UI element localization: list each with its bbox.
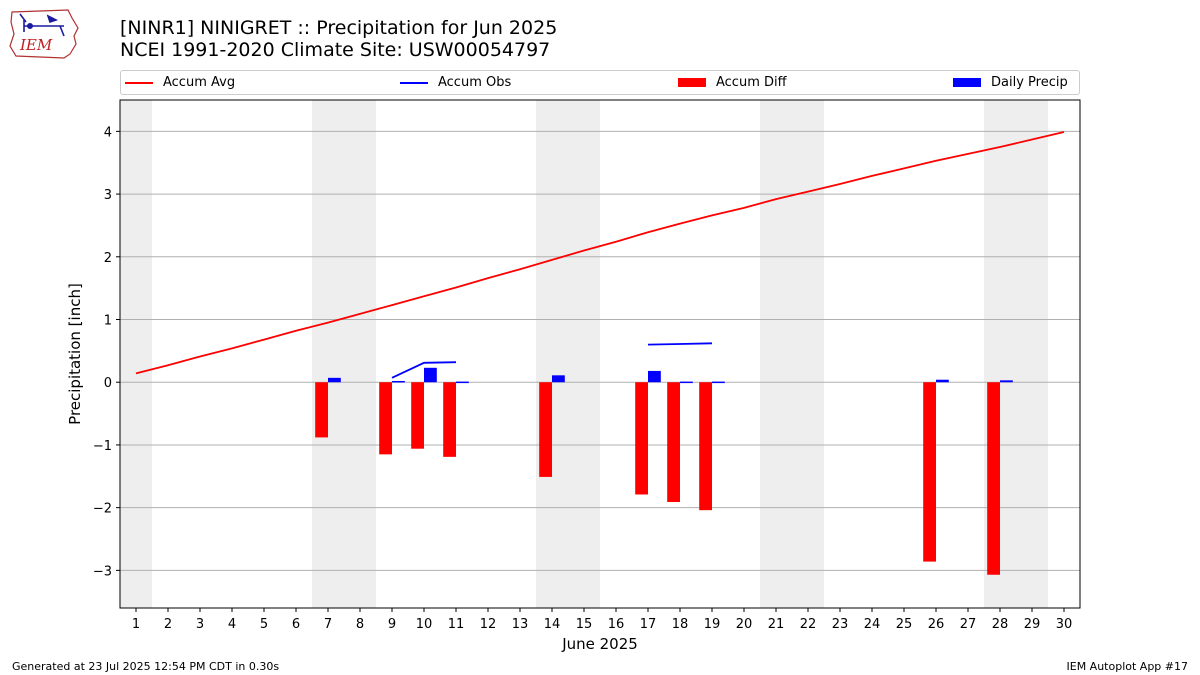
x-tick-label: 13 [512,617,529,632]
x-tick-label: 12 [480,617,497,632]
weekend-band [792,100,824,608]
weekend-band [1016,100,1048,608]
y-tick-label: 1 [104,314,112,329]
legend-swatch-accum-diff [678,78,706,87]
legend-swatch-daily-precip [953,78,981,87]
y-tick-label: 3 [104,188,112,203]
x-axis-label: June 2025 [561,635,638,653]
weekend-band [536,100,568,608]
x-tick-label: 28 [992,617,1009,632]
chart-legend: Accum Avg Accum Obs Accum Diff Daily Pre… [120,70,1080,95]
accum-diff-bar [987,382,1000,575]
y-tick-label: 0 [104,376,112,391]
accum-diff-bar [315,382,328,438]
accum-avg-line [135,131,1065,375]
daily-precip-bar [1000,380,1013,383]
x-tick-label: 3 [196,617,204,632]
x-tick-label: 24 [864,617,881,632]
x-tick-label: 9 [388,617,396,632]
daily-precip-bar [392,380,405,383]
y-tick-label: −3 [93,564,112,579]
x-tick-label: 6 [292,617,300,632]
weekend-band [120,100,152,608]
daily-precip-bar [712,381,725,384]
accum-diff-bar [443,382,456,457]
x-tick-label: 29 [1024,617,1041,632]
x-tick-label: 10 [416,617,433,632]
x-tick-label: 4 [228,617,236,632]
accum-diff-bar [923,382,936,562]
plot-frame [119,99,1081,609]
iowa-outline-icon [9,9,79,59]
x-tick-label: 22 [800,617,817,632]
accum-obs-line [391,361,457,379]
weekend-shading [120,100,1048,608]
x-tick-label: 23 [832,617,849,632]
accum-diff-bar [635,382,648,495]
daily-precip-bar [648,370,661,383]
accum-diff-bar [699,382,712,511]
accum-diff-bar [379,382,392,455]
daily-precip-bar [456,381,469,384]
legend-label-accum-obs: Accum Obs [438,75,512,90]
daily-precip-bar [328,377,341,383]
iem-logo-text: IEM [19,36,53,54]
weekend-band [344,100,376,608]
x-tick-label: 17 [640,617,657,632]
x-tick-label: 14 [544,617,561,632]
x-tick-label: 11 [448,617,465,632]
x-tick-label: 21 [768,617,785,632]
accum-diff-bar [411,382,424,449]
x-tick-label: 25 [896,617,913,632]
y-tick-label: −2 [93,502,112,517]
y-tick-label: −1 [93,439,112,454]
x-tick-label: 8 [356,617,364,632]
gridlines [120,130,1080,571]
weekend-band [568,100,600,608]
legend-swatch-accum-avg [125,82,153,84]
daily-precip-bar [424,367,437,383]
daily-precip-bar [552,375,565,383]
footer-generated: Generated at 23 Jul 2025 12:54 PM CDT in… [12,660,280,673]
legend-swatch-accum-obs [400,82,428,84]
x-tick-label: 2 [164,617,172,632]
chart-title: [NINR1] NINIGRET :: Precipitation for Ju… [120,17,558,39]
weekend-band [312,100,344,608]
daily-precip-bar [680,381,693,384]
x-tick-label: 1 [132,617,140,632]
y-tick-label: 4 [104,125,112,140]
x-tick-label: 26 [928,617,945,632]
x-tick-label: 16 [608,617,625,632]
x-tick-label: 15 [576,617,593,632]
y-axis-label: Precipitation [inch] [66,283,84,425]
legend-label-accum-diff: Accum Diff [716,75,787,90]
x-tick-label: 20 [736,617,753,632]
chart-subtitle: NCEI 1991-2020 Climate Site: USW00054797 [120,39,551,61]
lines [135,131,1065,379]
x-tick-label: 18 [672,617,689,632]
daily-precip-bar [936,379,949,383]
weather-station-icon [19,13,65,37]
x-tick-label: 30 [1056,617,1073,632]
accum-diff-bar [667,382,680,503]
weekend-band [760,100,792,608]
accum-obs-line [647,342,713,346]
x-tick-label: 19 [704,617,721,632]
x-tick-label: 27 [960,617,977,632]
y-tick-label: 2 [104,251,112,266]
iem-logo: IEM [9,9,79,59]
x-tick-label: 5 [260,617,268,632]
legend-label-accum-avg: Accum Avg [163,75,236,90]
bars [315,367,1013,575]
x-tick-label: 7 [324,617,332,632]
footer-app: IEM Autoplot App #17 [1066,660,1189,673]
legend-label-daily-precip: Daily Precip [991,75,1068,90]
accum-diff-bar [539,382,552,477]
